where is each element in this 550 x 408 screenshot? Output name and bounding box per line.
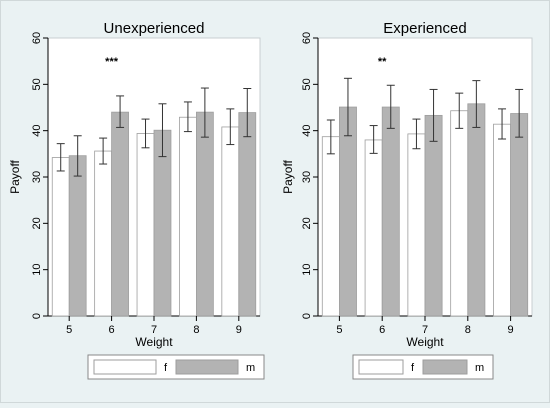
error-bar-m-7 — [158, 103, 167, 158]
y-tick-label: 20 — [31, 217, 43, 229]
y-tick-label: 30 — [31, 171, 43, 183]
chart-panel-1: Unexperienced 0 10 20 30 40 50 60 Payoff 5 6 7 8 9 ***… — [7, 9, 269, 393]
error-bar-m-6 — [116, 95, 125, 128]
bar-m-6 — [111, 111, 129, 317]
bar-f-7 — [407, 133, 426, 317]
error-bar-m-9 — [243, 88, 252, 138]
error-bar-m-8 — [200, 87, 209, 138]
bar-m-7 — [424, 114, 443, 317]
y-axis-label: Payoff — [8, 159, 22, 193]
error-bar-f-9 — [226, 108, 235, 146]
y-tick-label: 40 — [31, 125, 43, 137]
y-tick-label: 50 — [31, 78, 43, 90]
chart-title: Unexperienced — [104, 20, 205, 37]
bar-m-9 — [510, 113, 529, 317]
error-bar-f-9 — [498, 108, 507, 140]
y-tick-label: 10 — [301, 264, 313, 276]
significance-annotation: *** — [105, 56, 119, 68]
bar-m-7 — [153, 129, 172, 317]
error-bar-f-8 — [455, 92, 464, 129]
error-bar-f-7 — [412, 118, 421, 150]
y-tick-label: 60 — [31, 32, 43, 44]
y-axis-label: Payoff — [281, 159, 295, 193]
x-tick-label: 7 — [422, 324, 428, 336]
x-tick-label: 5 — [336, 324, 342, 336]
significance-annotation: ** — [378, 56, 387, 68]
error-bar-m-6 — [386, 84, 395, 129]
x-tick-label: 5 — [66, 324, 72, 336]
bar-m-6 — [381, 106, 400, 317]
bar-f-8 — [450, 110, 469, 317]
bar-f-5 — [321, 136, 340, 317]
bar-m-5 — [338, 106, 357, 317]
bar-f-9 — [221, 126, 240, 317]
y-tick-label: 30 — [301, 171, 313, 183]
legend-swatch-f — [93, 359, 157, 375]
y-tick-label: 20 — [301, 217, 313, 229]
y-tick-label: 60 — [301, 32, 313, 44]
error-bar-f-8 — [183, 101, 192, 133]
x-tick-label: 6 — [109, 324, 115, 336]
error-bar-m-5 — [343, 77, 352, 137]
error-bar-f-5 — [56, 143, 65, 172]
chart-title: Experienced — [383, 20, 466, 37]
error-bar-f-6 — [369, 125, 378, 154]
legend-swatch-m — [422, 359, 468, 375]
error-bar-m-8 — [472, 80, 481, 128]
error-bar-f-5 — [326, 119, 335, 155]
y-tick-label: 0 — [301, 313, 313, 319]
x-axis-label: Weight — [406, 335, 444, 349]
x-tick-label: 9 — [236, 324, 242, 336]
x-tick-label: 7 — [151, 324, 157, 336]
legend-label-m: m — [246, 362, 255, 374]
y-tick-label: 0 — [31, 313, 43, 319]
x-tick-label: 8 — [465, 324, 471, 336]
y-tick-label: 50 — [301, 78, 313, 90]
x-tick-label: 9 — [508, 324, 514, 336]
legend-label-f: f — [164, 362, 168, 374]
error-bar-m-5 — [73, 135, 82, 177]
legend-swatch-m — [175, 359, 239, 375]
bar-m-5 — [68, 155, 87, 317]
bar-f-6 — [94, 150, 112, 317]
bar-f-8 — [179, 116, 197, 317]
error-bar-f-6 — [99, 137, 108, 165]
error-bar-m-9 — [515, 88, 524, 138]
y-tick-label: 10 — [31, 264, 43, 276]
bar-m-8 — [467, 103, 486, 317]
x-axis-label: Weight — [135, 335, 173, 349]
bar-f-6 — [364, 139, 383, 317]
x-tick-label: 8 — [193, 324, 199, 336]
legend-swatch-f — [358, 359, 404, 375]
bar-m-8 — [195, 111, 214, 317]
error-bar-m-7 — [429, 88, 438, 142]
error-bar-f-7 — [141, 118, 150, 149]
bar-f-5 — [51, 157, 70, 317]
y-tick-label: 40 — [301, 125, 313, 137]
bar-f-9 — [493, 123, 512, 317]
x-tick-label: 6 — [379, 324, 385, 336]
bar-f-7 — [136, 133, 155, 317]
chart-panel-2: Experienced 0 10 20 30 40 50 60 Payoff 5 6 7 8 9 ** Wei… — [280, 9, 542, 393]
bar-m-9 — [238, 112, 257, 317]
legend-label-m: m — [475, 362, 484, 374]
legend-label-f: f — [411, 362, 415, 374]
